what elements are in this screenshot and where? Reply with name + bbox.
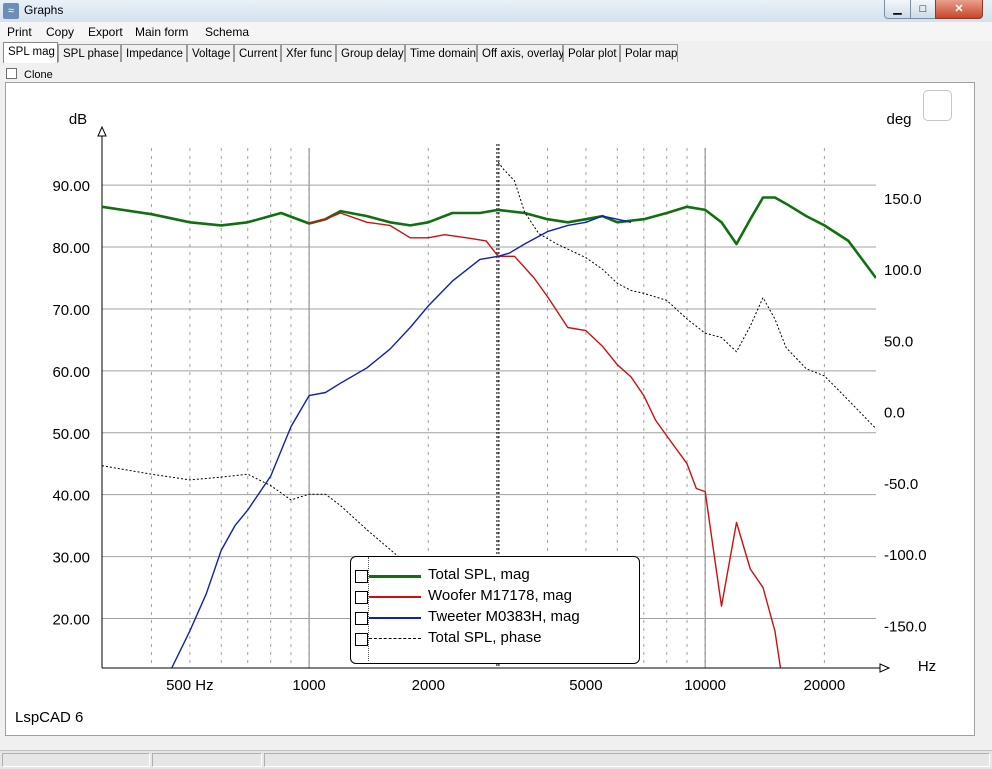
legend-checkbox-total[interactable] <box>355 570 368 583</box>
y-tick-label: 40.00 <box>52 488 90 505</box>
tab-polar-map[interactable]: Polar map <box>620 44 678 62</box>
legend-label-phase: Total SPL, phase <box>428 629 542 646</box>
y2-tick-label: 0.0 <box>884 405 905 422</box>
clone-checkbox[interactable] <box>6 68 17 79</box>
legend-row-woofer[interactable]: Woofer M17178, mag <box>351 587 639 607</box>
legend-swatch-woofer <box>369 596 421 598</box>
x-tick-label: 5000 <box>569 677 602 694</box>
x-tick-label: 20000 <box>804 677 846 694</box>
y2-tick-label: -50.0 <box>884 476 918 493</box>
tab-group-delay[interactable]: Group delay <box>336 44 405 62</box>
tab-voltage[interactable]: Voltage <box>187 44 234 62</box>
x-tick-label: 500 Hz <box>166 677 214 694</box>
y-tick-label: 20.00 <box>52 611 90 628</box>
y2-tick-label: 50.0 <box>884 333 913 350</box>
y-tick-label: 50.00 <box>52 426 90 443</box>
menu-bar: Print Copy Export Main form Schema <box>0 22 992 41</box>
legend-label-total: Total SPL, mag <box>428 566 530 583</box>
series-tweeter-mag <box>171 215 632 668</box>
tab-off-axis-overlay[interactable]: Off axis, overlay <box>477 44 564 62</box>
y2-tick-label: -100.0 <box>884 547 927 564</box>
tab-impedance[interactable]: Impedance <box>121 44 187 62</box>
tab-time-domain[interactable]: Time domain <box>405 44 477 62</box>
y2-tick-label: -150.0 <box>884 618 927 635</box>
tab-xfer-func[interactable]: Xfer func <box>281 44 336 62</box>
menu-print[interactable]: Print <box>7 25 32 39</box>
x-tick-label: 10000 <box>684 677 726 694</box>
legend-row-total[interactable]: Total SPL, mag <box>351 566 639 586</box>
legend-swatch-tweeter <box>369 617 421 619</box>
legend-label-tweeter: Tweeter M0383H, mag <box>428 608 580 625</box>
x-axis-unit: Hz <box>918 658 936 675</box>
brand-label: LspCAD 6 <box>15 709 84 726</box>
legend-checkbox-phase[interactable] <box>355 633 368 646</box>
tab-current[interactable]: Current <box>234 44 281 62</box>
x-axis-arrow <box>879 663 891 673</box>
series-woofer-mag <box>308 212 782 668</box>
legend-checkbox-tweeter[interactable] <box>355 612 368 625</box>
y-tick-label: 70.00 <box>52 302 90 319</box>
tab-spl-phase[interactable]: SPL phase <box>58 44 121 62</box>
menu-copy[interactable]: Copy <box>46 25 75 39</box>
clone-option[interactable]: Clone <box>6 68 53 81</box>
y-tick-label: 80.00 <box>52 240 90 257</box>
series-total-spl-mag <box>102 196 876 279</box>
legend-checkbox-woofer[interactable] <box>355 591 368 604</box>
legend-swatch-total <box>369 575 421 578</box>
menu-export[interactable]: Export <box>88 25 123 39</box>
menu-main-form[interactable]: Main form <box>135 25 189 39</box>
y-tick-label: 60.00 <box>52 364 90 381</box>
y-axis-arrow <box>97 125 107 137</box>
y-tick-label: 90.00 <box>52 178 90 195</box>
status-segment <box>264 753 990 767</box>
y-tick-label: 30.00 <box>52 550 90 567</box>
close-button[interactable]: ✕ <box>935 0 983 19</box>
tab-spl-mag[interactable]: SPL mag <box>3 42 58 63</box>
legend-row-tweeter[interactable]: Tweeter M0383H, mag <box>351 608 639 628</box>
tab-bar: SPL mag SPL phase Impedance Voltage Curr… <box>0 42 992 64</box>
graph-options-button[interactable] <box>923 90 952 121</box>
title-bar: ≈ Graphs ▁ □ ✕ <box>0 0 992 23</box>
y2-tick-label: 150.0 <box>884 191 922 208</box>
legend-label-woofer: Woofer M17178, mag <box>428 587 572 604</box>
app-icon: ≈ <box>3 3 19 19</box>
x-tick-label: 2000 <box>412 677 445 694</box>
y2-tick-label: 100.0 <box>884 262 922 279</box>
legend-row-phase[interactable]: Total SPL, phase <box>351 629 639 649</box>
window-title: Graphs <box>24 3 64 17</box>
menu-schema[interactable]: Schema <box>205 25 250 39</box>
series-total-spl-phase <box>102 161 876 609</box>
legend-swatch-phase <box>369 638 421 639</box>
status-segment <box>152 753 262 767</box>
status-segment <box>2 753 150 767</box>
x-tick-label: 1000 <box>292 677 325 694</box>
y2-axis-unit: deg <box>886 111 911 128</box>
legend-divider <box>351 557 369 661</box>
chart-legend: Total SPL, mag Woofer M17178, mag Tweete… <box>350 556 640 664</box>
tab-polar-plot[interactable]: Polar plot <box>563 44 620 62</box>
clone-label: Clone <box>24 69 53 81</box>
y-axis-unit: dB <box>69 111 87 128</box>
status-bar <box>0 750 992 769</box>
